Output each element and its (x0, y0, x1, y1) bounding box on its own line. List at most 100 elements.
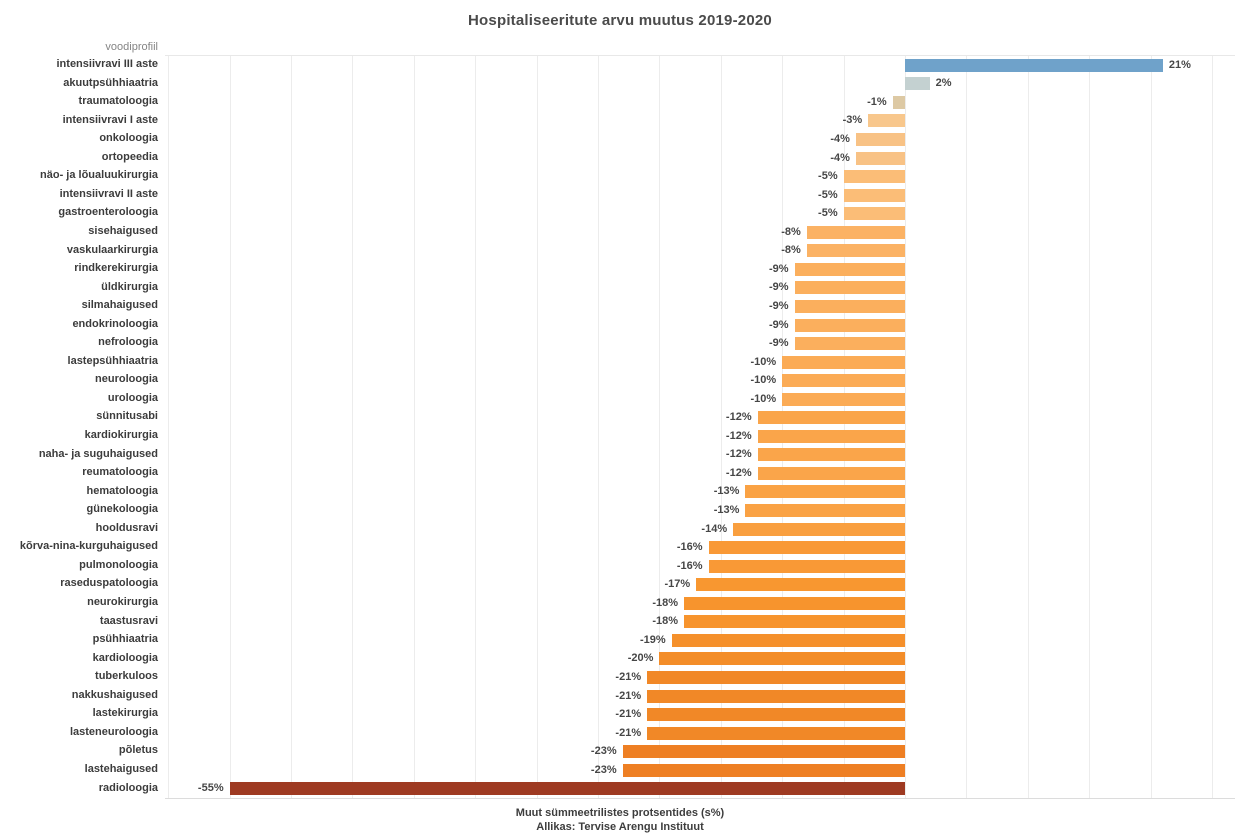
gridline (475, 56, 477, 798)
value-label: -21% (615, 708, 642, 720)
gridline (352, 56, 354, 798)
bar[interactable] (868, 114, 905, 128)
category-label: psühhiaatria (92, 633, 158, 646)
value-label: -16% (676, 541, 703, 554)
category-labels-layer: intensiivravi III aste akuutpsühhiaatria t… (0, 55, 158, 797)
bar[interactable] (855, 133, 905, 146)
value-label: -8% (781, 225, 801, 238)
category-label: kardiokirurgia (84, 429, 158, 441)
gridline (229, 56, 231, 798)
bar[interactable] (782, 392, 905, 406)
category-label: lastepsühhiaatria (67, 354, 158, 367)
bar[interactable] (794, 262, 905, 276)
bar[interactable] (782, 374, 905, 388)
bar[interactable] (684, 596, 905, 610)
bar[interactable] (794, 337, 905, 350)
bar[interactable] (794, 281, 905, 295)
category-label: radioloogia (98, 781, 158, 794)
value-label: -5% (818, 170, 838, 183)
category-label: günekoloogia (86, 503, 159, 516)
bar[interactable] (757, 448, 905, 462)
bar[interactable] (892, 95, 905, 109)
category-label: neuroloogia (95, 373, 158, 386)
category-label: sisehaigused (88, 225, 158, 237)
bar[interactable] (684, 615, 905, 629)
bar[interactable] (806, 225, 905, 239)
gridline (291, 56, 292, 798)
bar[interactable] (708, 559, 905, 573)
category-label: traumatoloogia (78, 95, 158, 108)
bar[interactable] (696, 578, 905, 592)
bar[interactable] (806, 244, 905, 258)
value-label: -19% (640, 633, 666, 646)
bar[interactable] (708, 541, 905, 555)
gridline (536, 56, 538, 798)
category-label: onkoloogia (99, 132, 158, 145)
bar[interactable] (622, 763, 905, 777)
bar[interactable] (745, 485, 905, 499)
category-label: gastroenteroloogia (58, 206, 158, 219)
chart-footer: Muut sümmeetrilistes protsentides (s%) A… (0, 806, 1240, 834)
value-label: -9% (768, 318, 789, 331)
category-label: kõrva-nina-kurguhaigused (19, 540, 158, 553)
category-label: naha- ja suguhaigused (38, 447, 158, 460)
bar[interactable] (843, 170, 905, 184)
gridline (966, 56, 968, 798)
gridline (1150, 56, 1152, 798)
value-label: -23% (590, 745, 617, 758)
gridline (659, 56, 661, 798)
gridline (843, 56, 845, 798)
bar[interactable] (671, 633, 905, 647)
bar[interactable] (782, 355, 905, 369)
category-label: endokrinoloogia (72, 317, 158, 330)
bar[interactable] (843, 207, 905, 221)
category-label: hooldusravi (95, 521, 158, 534)
bar[interactable] (647, 708, 905, 721)
value-label: -13% (713, 485, 740, 498)
bar[interactable] (647, 689, 905, 703)
category-label: intensiivravi I aste (62, 113, 158, 126)
value-label: -9% (768, 281, 789, 294)
bar[interactable] (757, 411, 905, 425)
value-label: 21% (1168, 58, 1191, 71)
value-label: -18% (652, 596, 678, 609)
category-label: sünnitusabi (96, 410, 158, 423)
value-label: -3% (842, 114, 863, 127)
bar[interactable] (647, 726, 905, 740)
bar[interactable] (733, 522, 905, 536)
bar[interactable] (659, 652, 905, 666)
source-note: Allikas: Tervise Arengu Instituut (536, 821, 704, 833)
category-label: ortopeedia (101, 150, 158, 163)
category-label: nefroloogia (98, 336, 158, 349)
bar[interactable] (905, 58, 1163, 72)
category-label: vaskulaarkirurgia (66, 243, 158, 256)
bar[interactable] (794, 299, 905, 313)
bar[interactable] (843, 188, 905, 202)
category-label: hematoloogia (86, 484, 158, 497)
bar[interactable] (647, 670, 905, 684)
category-label: üldkirurgia (101, 280, 158, 293)
bar[interactable] (905, 77, 930, 91)
category-label: raseduspatoloogia (60, 577, 158, 590)
bar[interactable] (855, 151, 905, 165)
gridline (1027, 56, 1029, 798)
category-label: taastusravi (99, 614, 158, 627)
category-label: intensiivravi II aste (59, 187, 158, 200)
bar[interactable] (757, 466, 905, 480)
gridline (168, 56, 170, 798)
value-label: -10% (750, 374, 777, 387)
category-label: lastehaigused (84, 762, 158, 775)
category-label: näo- ja lõualuukirurgia (40, 169, 158, 182)
value-label: 2% (935, 77, 952, 90)
bar[interactable] (745, 504, 905, 517)
gridline (782, 56, 784, 798)
category-label: akuutpsühhiaatria (63, 76, 158, 89)
value-label: -21% (615, 670, 642, 683)
bar[interactable] (794, 318, 905, 332)
category-label: nakkushaigused (71, 688, 158, 701)
bar[interactable] (757, 429, 905, 443)
value-label: -4% (830, 151, 850, 164)
bar[interactable] (622, 745, 905, 759)
bar[interactable] (229, 782, 905, 796)
value-label: -12% (725, 448, 752, 461)
